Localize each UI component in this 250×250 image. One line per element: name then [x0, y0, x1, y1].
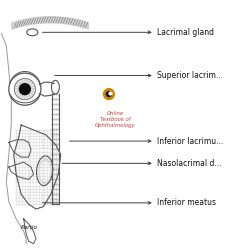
Text: Partio: Partio — [21, 225, 38, 230]
Text: Nasolacrimal d...: Nasolacrimal d... — [157, 159, 222, 168]
Circle shape — [9, 73, 41, 105]
Text: Lacrimal gland: Lacrimal gland — [157, 28, 214, 37]
Text: Inferior lacrimu...: Inferior lacrimu... — [157, 136, 224, 145]
Circle shape — [14, 78, 36, 100]
Text: Online
Textbook of
Ophthalmology: Online Textbook of Ophthalmology — [95, 112, 136, 128]
Text: Superior lacrim...: Superior lacrim... — [157, 71, 223, 80]
Circle shape — [106, 92, 112, 96]
Circle shape — [104, 89, 114, 100]
Text: Inferior meatus: Inferior meatus — [157, 198, 216, 207]
Circle shape — [20, 84, 30, 94]
